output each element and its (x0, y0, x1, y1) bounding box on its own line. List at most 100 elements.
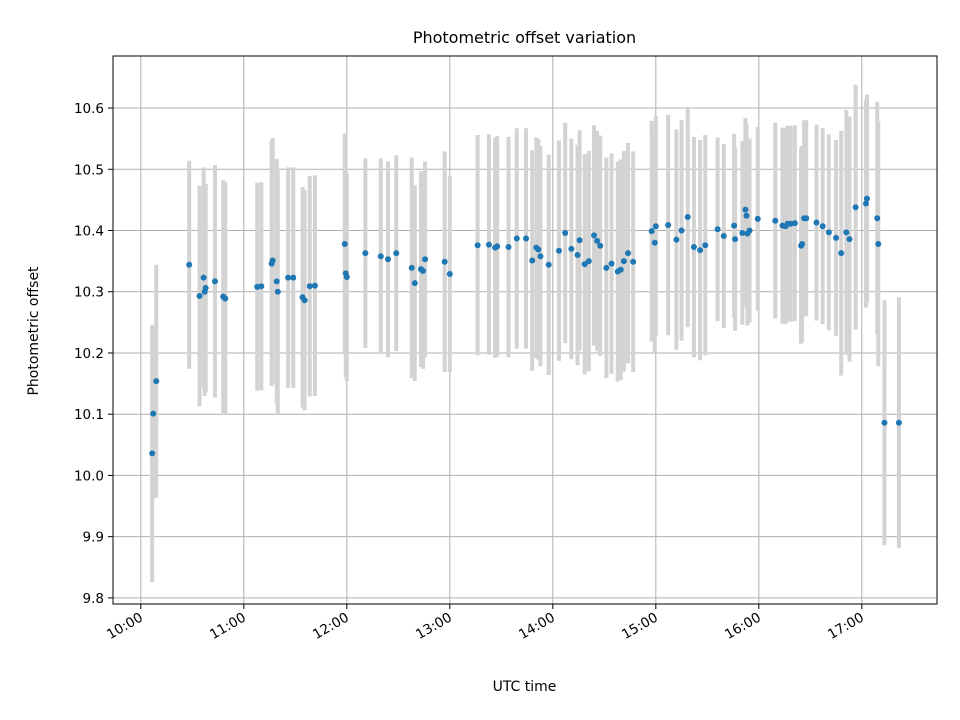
data-point (341, 240, 348, 247)
data-point (630, 258, 637, 265)
data-point (652, 223, 659, 230)
data-point (843, 229, 850, 236)
data-point (833, 234, 840, 241)
data-point (311, 282, 318, 289)
y-tick-label: 10.0 (74, 468, 104, 484)
y-tick-label: 10.3 (74, 285, 104, 301)
data-point (754, 215, 761, 222)
data-point (617, 266, 624, 273)
data-point (422, 256, 429, 263)
data-point (485, 241, 492, 248)
y-tick-label: 9.9 (83, 530, 104, 546)
data-point (211, 278, 218, 285)
data-point (269, 257, 276, 264)
data-point (306, 283, 313, 290)
data-point (408, 264, 415, 271)
data-point (523, 235, 530, 242)
data-point (513, 235, 520, 242)
data-point (393, 250, 400, 257)
data-point (153, 378, 160, 385)
data-point (385, 256, 392, 263)
data-point (678, 227, 685, 234)
y-tick-label: 10.4 (74, 224, 104, 240)
data-point (555, 247, 562, 254)
data-point (591, 232, 598, 239)
data-point (863, 195, 870, 202)
data-point (881, 419, 888, 426)
data-point (411, 280, 418, 287)
y-tick-label: 9.8 (83, 591, 104, 607)
data-point (742, 206, 749, 213)
data-point (874, 215, 881, 222)
data-point (702, 242, 709, 249)
data-point (576, 237, 583, 244)
data-point (202, 285, 209, 292)
data-point (494, 243, 501, 250)
data-point (474, 242, 481, 249)
data-point (150, 410, 157, 417)
data-point (673, 236, 680, 243)
data-point (862, 200, 869, 207)
data-point (273, 278, 280, 285)
data-point (529, 257, 536, 264)
data-point (791, 220, 798, 227)
data-point (697, 247, 704, 254)
data-point (545, 261, 552, 268)
data-point (200, 274, 207, 281)
data-point (838, 250, 845, 257)
data-point (743, 212, 750, 219)
y-tick-label: 10.5 (74, 162, 104, 178)
data-point (648, 228, 655, 235)
data-point (274, 288, 281, 295)
data-point (603, 264, 610, 271)
data-point (258, 283, 265, 290)
data-point (690, 244, 697, 251)
data-point (581, 261, 588, 268)
data-point (562, 229, 569, 236)
data-point (846, 236, 853, 243)
data-point (446, 270, 453, 277)
data-points (149, 195, 902, 457)
data-point (732, 236, 739, 243)
data-point (608, 260, 615, 267)
chart-title: Photometric offset variation (413, 28, 636, 47)
data-point (651, 239, 658, 246)
data-point (535, 246, 542, 253)
y-tick-label: 10.6 (74, 101, 104, 117)
data-point (196, 293, 203, 300)
data-point (574, 251, 581, 258)
data-point (665, 221, 672, 228)
x-axis-label: UTC time (493, 679, 557, 695)
data-point (585, 258, 592, 265)
data-point (620, 258, 627, 265)
y-tick-label: 10.2 (74, 346, 104, 362)
data-point (625, 250, 631, 257)
y-axis-ticks: 9.8 9.9 10.0 10.1 10.2 10.3 10.4 10.5 10.6 (74, 101, 113, 607)
data-point (819, 223, 826, 230)
data-point (720, 233, 727, 240)
data-point (290, 274, 297, 281)
data-point (813, 219, 820, 226)
y-tick-label: 10.1 (74, 407, 104, 423)
plot-frame (112, 55, 938, 605)
data-point (301, 297, 308, 304)
data-point (594, 237, 601, 244)
data-point (537, 253, 544, 260)
data-point (895, 419, 902, 426)
data-point (441, 258, 448, 265)
data-point (420, 267, 427, 274)
data-point (285, 274, 292, 281)
data-point (714, 226, 721, 233)
data-point (568, 245, 575, 252)
data-point (597, 242, 604, 249)
data-point (852, 204, 859, 211)
data-point (739, 229, 746, 236)
data-point (149, 450, 156, 457)
data-point (222, 295, 229, 302)
data-point (505, 244, 512, 251)
data-point (362, 250, 369, 257)
data-point (731, 222, 738, 229)
data-point (343, 274, 350, 281)
data-point (186, 261, 193, 268)
